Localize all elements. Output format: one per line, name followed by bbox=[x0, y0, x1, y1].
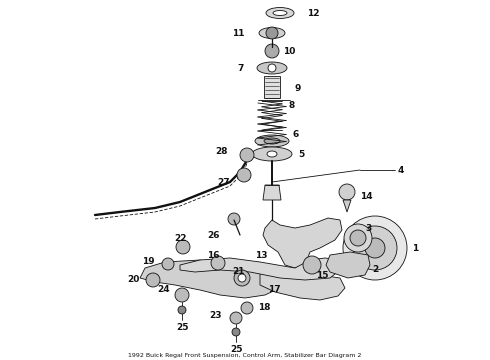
Circle shape bbox=[162, 258, 174, 270]
Circle shape bbox=[365, 238, 385, 258]
Text: 15: 15 bbox=[316, 270, 328, 279]
Text: 7: 7 bbox=[238, 63, 244, 72]
Text: 10: 10 bbox=[283, 46, 295, 55]
Text: 26: 26 bbox=[207, 230, 220, 239]
Text: 28: 28 bbox=[216, 147, 228, 156]
Text: 5: 5 bbox=[298, 149, 304, 158]
Ellipse shape bbox=[259, 27, 285, 39]
Circle shape bbox=[178, 306, 186, 314]
Circle shape bbox=[232, 328, 240, 336]
Polygon shape bbox=[343, 200, 351, 212]
Text: 25: 25 bbox=[176, 324, 188, 333]
Text: 12: 12 bbox=[307, 9, 319, 18]
Bar bbox=[264, 76, 280, 98]
Circle shape bbox=[146, 273, 160, 287]
Ellipse shape bbox=[257, 62, 287, 74]
Circle shape bbox=[211, 256, 225, 270]
Text: 19: 19 bbox=[143, 256, 155, 266]
Circle shape bbox=[238, 274, 246, 282]
Text: 1: 1 bbox=[412, 243, 418, 252]
Circle shape bbox=[303, 256, 321, 274]
Circle shape bbox=[240, 148, 254, 162]
Circle shape bbox=[265, 44, 279, 58]
Ellipse shape bbox=[273, 10, 287, 15]
Text: 22: 22 bbox=[174, 234, 186, 243]
Circle shape bbox=[353, 226, 397, 270]
Text: 21: 21 bbox=[232, 267, 245, 276]
Text: 25: 25 bbox=[230, 346, 242, 355]
Circle shape bbox=[339, 184, 355, 200]
Circle shape bbox=[230, 312, 242, 324]
Polygon shape bbox=[140, 260, 285, 298]
Text: 17: 17 bbox=[268, 285, 281, 294]
Polygon shape bbox=[180, 258, 340, 280]
Text: 9: 9 bbox=[294, 84, 300, 93]
Text: 11: 11 bbox=[232, 28, 245, 37]
Text: 1992 Buick Regal Front Suspension, Control Arm, Stabilizer Bar Diagram 2: 1992 Buick Regal Front Suspension, Contr… bbox=[128, 353, 362, 358]
Ellipse shape bbox=[252, 147, 292, 161]
Circle shape bbox=[228, 213, 240, 225]
Ellipse shape bbox=[267, 151, 277, 157]
Text: 3: 3 bbox=[365, 224, 371, 233]
Circle shape bbox=[266, 27, 278, 39]
Text: 13: 13 bbox=[255, 251, 268, 260]
Circle shape bbox=[234, 270, 250, 286]
Circle shape bbox=[176, 240, 190, 254]
Circle shape bbox=[237, 168, 251, 182]
Text: 6: 6 bbox=[292, 130, 298, 139]
Text: 23: 23 bbox=[210, 310, 222, 320]
Polygon shape bbox=[260, 268, 345, 300]
Circle shape bbox=[344, 224, 372, 252]
Circle shape bbox=[350, 230, 366, 246]
Circle shape bbox=[343, 216, 407, 280]
Polygon shape bbox=[326, 252, 370, 278]
Text: 20: 20 bbox=[127, 275, 140, 284]
Circle shape bbox=[241, 302, 253, 314]
Ellipse shape bbox=[268, 64, 276, 72]
Ellipse shape bbox=[255, 135, 289, 147]
Circle shape bbox=[175, 288, 189, 302]
Text: 27: 27 bbox=[218, 177, 230, 186]
Text: 16: 16 bbox=[207, 252, 220, 261]
Text: 14: 14 bbox=[360, 192, 372, 201]
Polygon shape bbox=[263, 185, 281, 200]
Text: 2: 2 bbox=[372, 266, 378, 274]
Ellipse shape bbox=[264, 138, 280, 144]
Text: 8: 8 bbox=[288, 100, 294, 109]
Text: 4: 4 bbox=[398, 166, 404, 175]
Text: 18: 18 bbox=[258, 302, 270, 311]
Polygon shape bbox=[263, 218, 342, 268]
Text: 24: 24 bbox=[157, 285, 170, 294]
Ellipse shape bbox=[266, 8, 294, 18]
